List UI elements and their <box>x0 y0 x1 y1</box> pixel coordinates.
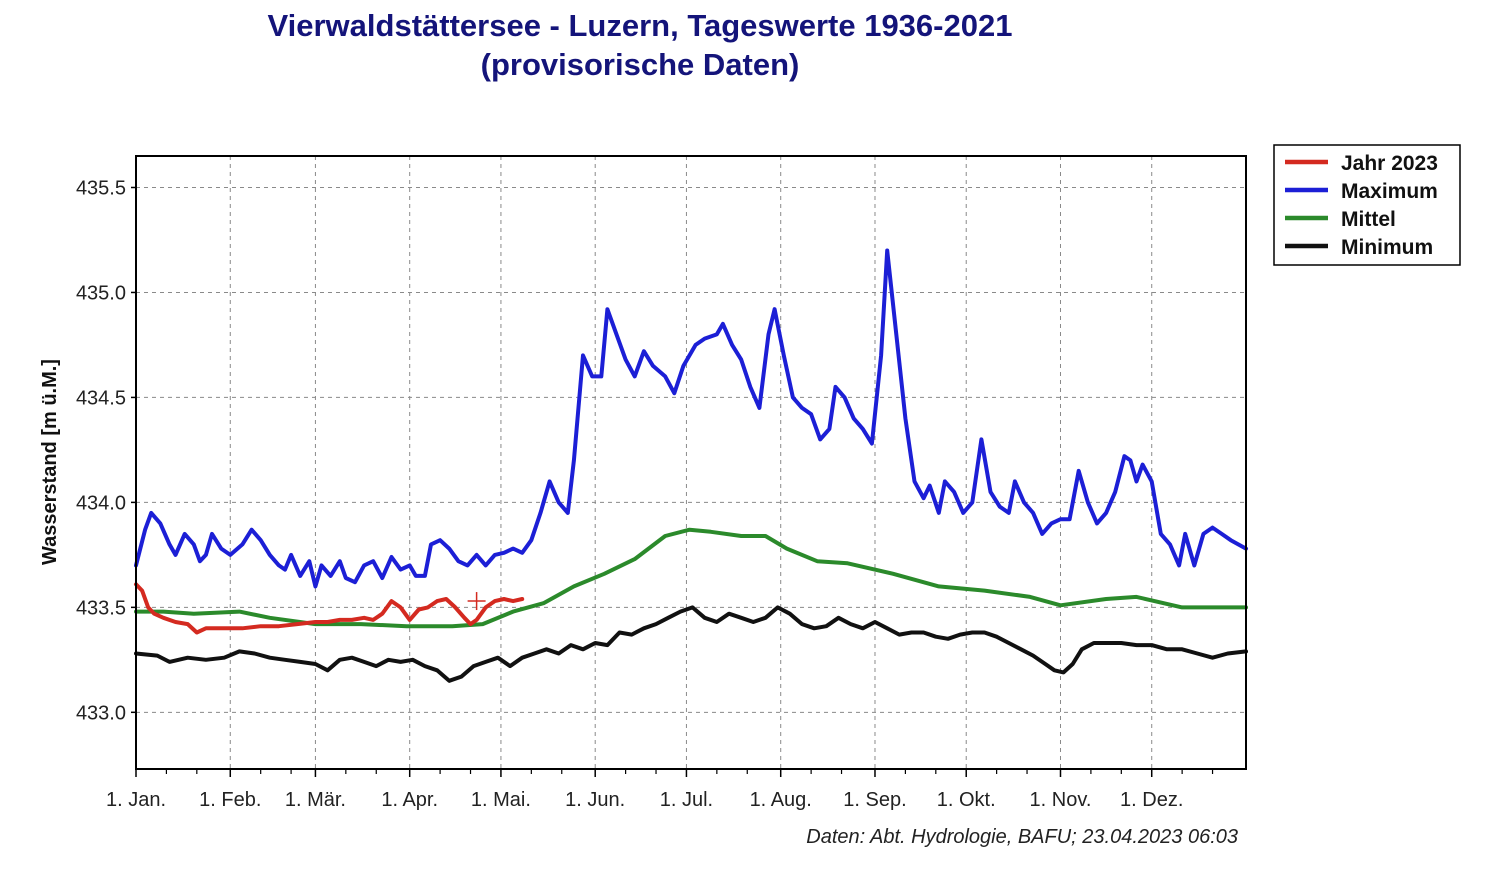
chart-title: Vierwaldstättersee - Luzern, Tageswerte … <box>268 8 1013 43</box>
x-tick-label: 1. Okt. <box>937 789 996 811</box>
legend-label: Maximum <box>1341 180 1438 203</box>
y-tick-label: 433.5 <box>76 597 126 619</box>
y-tick-label: 435.5 <box>76 177 126 199</box>
x-tick-label: 1. Mär. <box>285 789 346 811</box>
series-group <box>134 248 1248 683</box>
x-tick-label: 1. Sep. <box>843 789 906 811</box>
chart-subtitle: (provisorische Daten) <box>481 47 800 82</box>
legend-label: Minimum <box>1341 236 1433 259</box>
data-source-credit: Daten: Abt. Hydrologie, BAFU; 23.04.2023… <box>806 826 1238 848</box>
y-tick-label: 434.5 <box>76 387 126 409</box>
x-tick-label: 1. Aug. <box>750 789 812 811</box>
x-tick-label: 1. Nov. <box>1030 789 1092 811</box>
y-tick-label: 433.0 <box>76 702 126 724</box>
x-tick-label: 1. Jan. <box>106 789 166 811</box>
series-line-maximum <box>134 248 1248 589</box>
y-tick-label: 435.0 <box>76 282 126 304</box>
x-tick-label: 1. Apr. <box>381 789 438 811</box>
series-line-minimum <box>134 605 1248 683</box>
y-tick-label: 434.0 <box>76 492 126 514</box>
x-axis: 1. Jan. 1. Feb. 1. Mär. 1. Apr. 1. Mai. 1. Ju… <box>106 769 1214 811</box>
legend-label: Mittel <box>1341 208 1396 231</box>
series-line-jahr-2023 <box>134 582 525 635</box>
x-tick-label: 1. Jul. <box>660 789 713 811</box>
y-axis: 433.0 433.5 434.0 434.5 435.0 435.5 <box>76 177 136 724</box>
x-tick-label: 1. Dez. <box>1120 789 1183 811</box>
y-axis-label: Wasserstand [m ü.M.] <box>39 359 61 565</box>
x-tick-label: 1. Feb. <box>199 789 261 811</box>
legend-label: Jahr 2023 <box>1341 152 1438 175</box>
series-line-mittel <box>134 527 1248 629</box>
legend: Jahr 2023 Maximum Mittel Minimum <box>1273 144 1461 266</box>
x-tick-label: 1. Mai. <box>471 789 531 811</box>
current-value-marker <box>467 592 486 611</box>
plot-frame <box>135 155 1247 770</box>
x-tick-label: 1. Jun. <box>565 789 625 811</box>
